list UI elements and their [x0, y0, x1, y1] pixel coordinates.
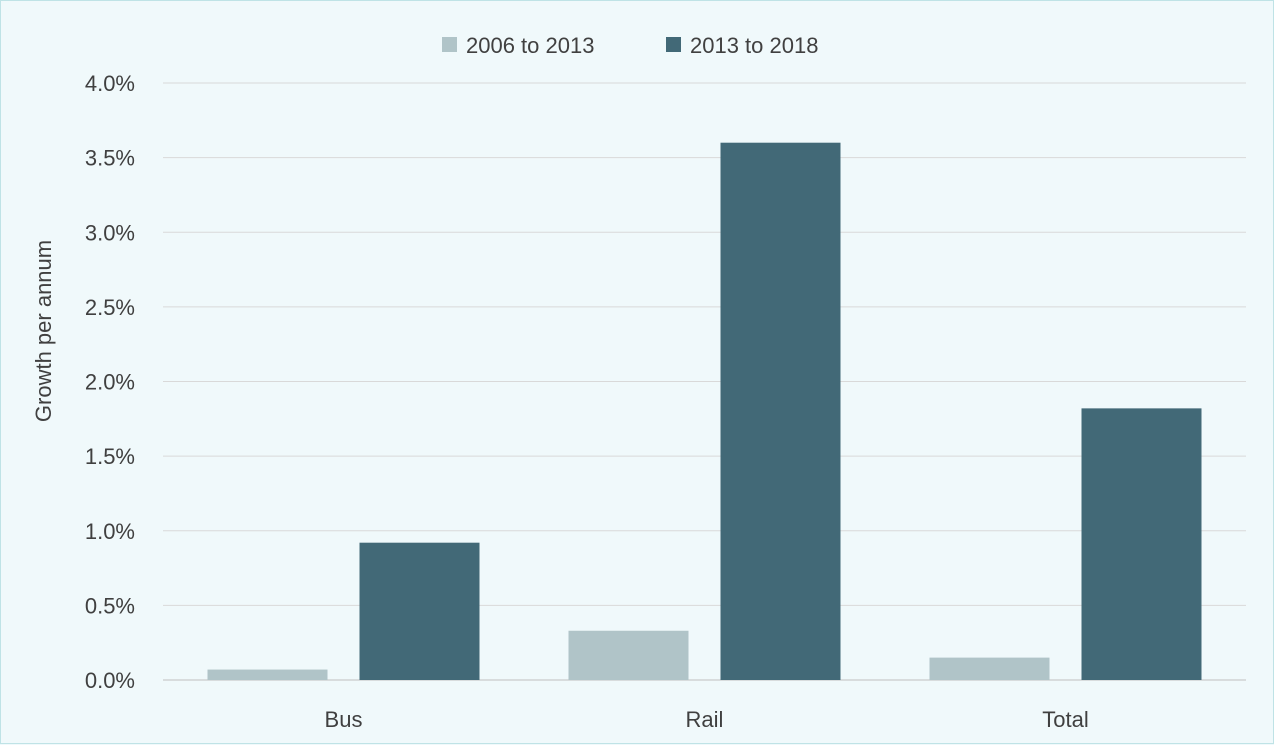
y-tick-label: 3.5% [85, 146, 135, 171]
bar-rail-series-2 [720, 142, 841, 680]
bar-rail-series-1 [568, 630, 689, 680]
y-tick-label: 3.0% [85, 220, 135, 245]
legend-swatch [666, 37, 681, 52]
x-category-label: Rail [686, 707, 724, 732]
y-axis-ticks: 0.0% 0.5% 1.0% 1.5% 2.0% 2.5% 3.0% 3.5% 4.0% [85, 71, 135, 693]
legend-label: 2013 to 2018 [690, 33, 818, 58]
x-category-label: Bus [325, 707, 363, 732]
bars [207, 142, 1202, 680]
y-tick-label: 1.5% [85, 444, 135, 469]
x-axis-categories: Bus Rail Total [325, 707, 1089, 732]
y-tick-label: 1.0% [85, 519, 135, 544]
bar-bus-series-1 [207, 669, 328, 680]
legend: 2006 to 2013 2013 to 2018 [442, 33, 818, 58]
y-tick-label: 0.5% [85, 593, 135, 618]
bar-total-series-2 [1081, 408, 1202, 680]
y-tick-label: 0.0% [85, 668, 135, 693]
y-tick-label: 2.5% [85, 295, 135, 320]
legend-swatch [442, 37, 457, 52]
y-axis-label: Growth per annum [31, 240, 56, 422]
y-tick-label: 2.0% [85, 370, 135, 395]
x-category-label: Total [1042, 707, 1088, 732]
bar-bus-series-2 [359, 542, 480, 680]
gridlines [163, 82, 1246, 681]
y-tick-label: 4.0% [85, 71, 135, 96]
bar-total-series-1 [929, 657, 1050, 680]
legend-label: 2006 to 2013 [466, 33, 594, 58]
